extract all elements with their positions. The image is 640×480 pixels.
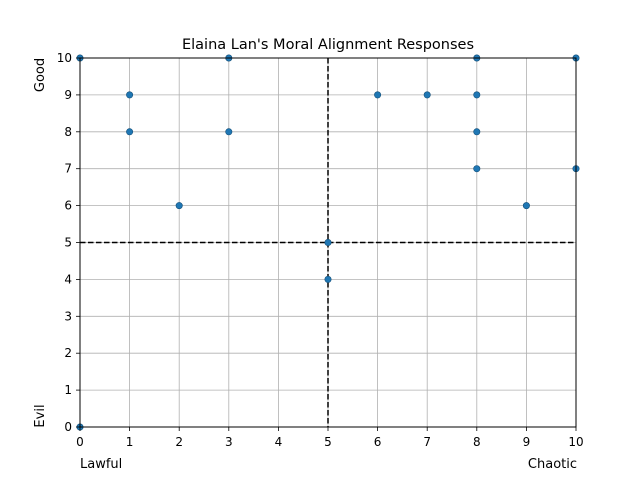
x-tick-label: 1	[126, 435, 134, 449]
data-point	[423, 91, 431, 99]
data-point	[473, 128, 481, 136]
x-tick-label: 5	[324, 435, 332, 449]
y-tick-label: 2	[64, 346, 72, 360]
data-point	[522, 202, 530, 210]
data-point	[324, 275, 332, 283]
data-point	[374, 91, 382, 99]
x-tick-label: 6	[374, 435, 382, 449]
chart-title: Elaina Lan's Moral Alignment Responses	[182, 37, 474, 53]
y-end-label-top: Good	[33, 58, 48, 92]
data-point	[126, 128, 134, 136]
y-tick-label: 7	[64, 162, 72, 176]
data-point	[126, 91, 134, 99]
data-point	[473, 91, 481, 99]
data-point	[473, 165, 481, 173]
y-tick-label: 4	[64, 272, 72, 286]
x-tick-label: 0	[76, 435, 84, 449]
data-point	[225, 128, 233, 136]
y-tick-label: 10	[57, 51, 72, 65]
x-tick-label: 10	[568, 435, 583, 449]
x-tick-label: 3	[225, 435, 233, 449]
data-point	[324, 239, 332, 247]
y-tick-label: 9	[64, 88, 72, 102]
x-tick-label: 7	[423, 435, 431, 449]
data-points	[76, 54, 580, 431]
y-end-label-bottom: Evil	[33, 404, 48, 427]
y-tick-label: 5	[64, 236, 72, 250]
x-tick-label: 8	[473, 435, 481, 449]
y-tick-label: 3	[64, 309, 72, 323]
x-tick-label: 4	[275, 435, 283, 449]
data-point	[175, 202, 183, 210]
y-tick-label: 8	[64, 125, 72, 139]
y-tick-label: 6	[64, 199, 72, 213]
x-tick-label: 2	[175, 435, 183, 449]
y-tick-label: 1	[64, 383, 72, 397]
y-tick-label: 0	[64, 420, 72, 434]
x-tick-label: 9	[523, 435, 531, 449]
x-axis-ticks: 0 1 2 3 4 5 6 7 8 9 10	[76, 427, 584, 449]
y-axis-ticks: 0 1 2 3 4 5 6 7 8 9 10	[57, 51, 80, 434]
x-end-label-left: Lawful	[80, 457, 122, 472]
x-end-label-right: Chaotic	[528, 457, 577, 472]
